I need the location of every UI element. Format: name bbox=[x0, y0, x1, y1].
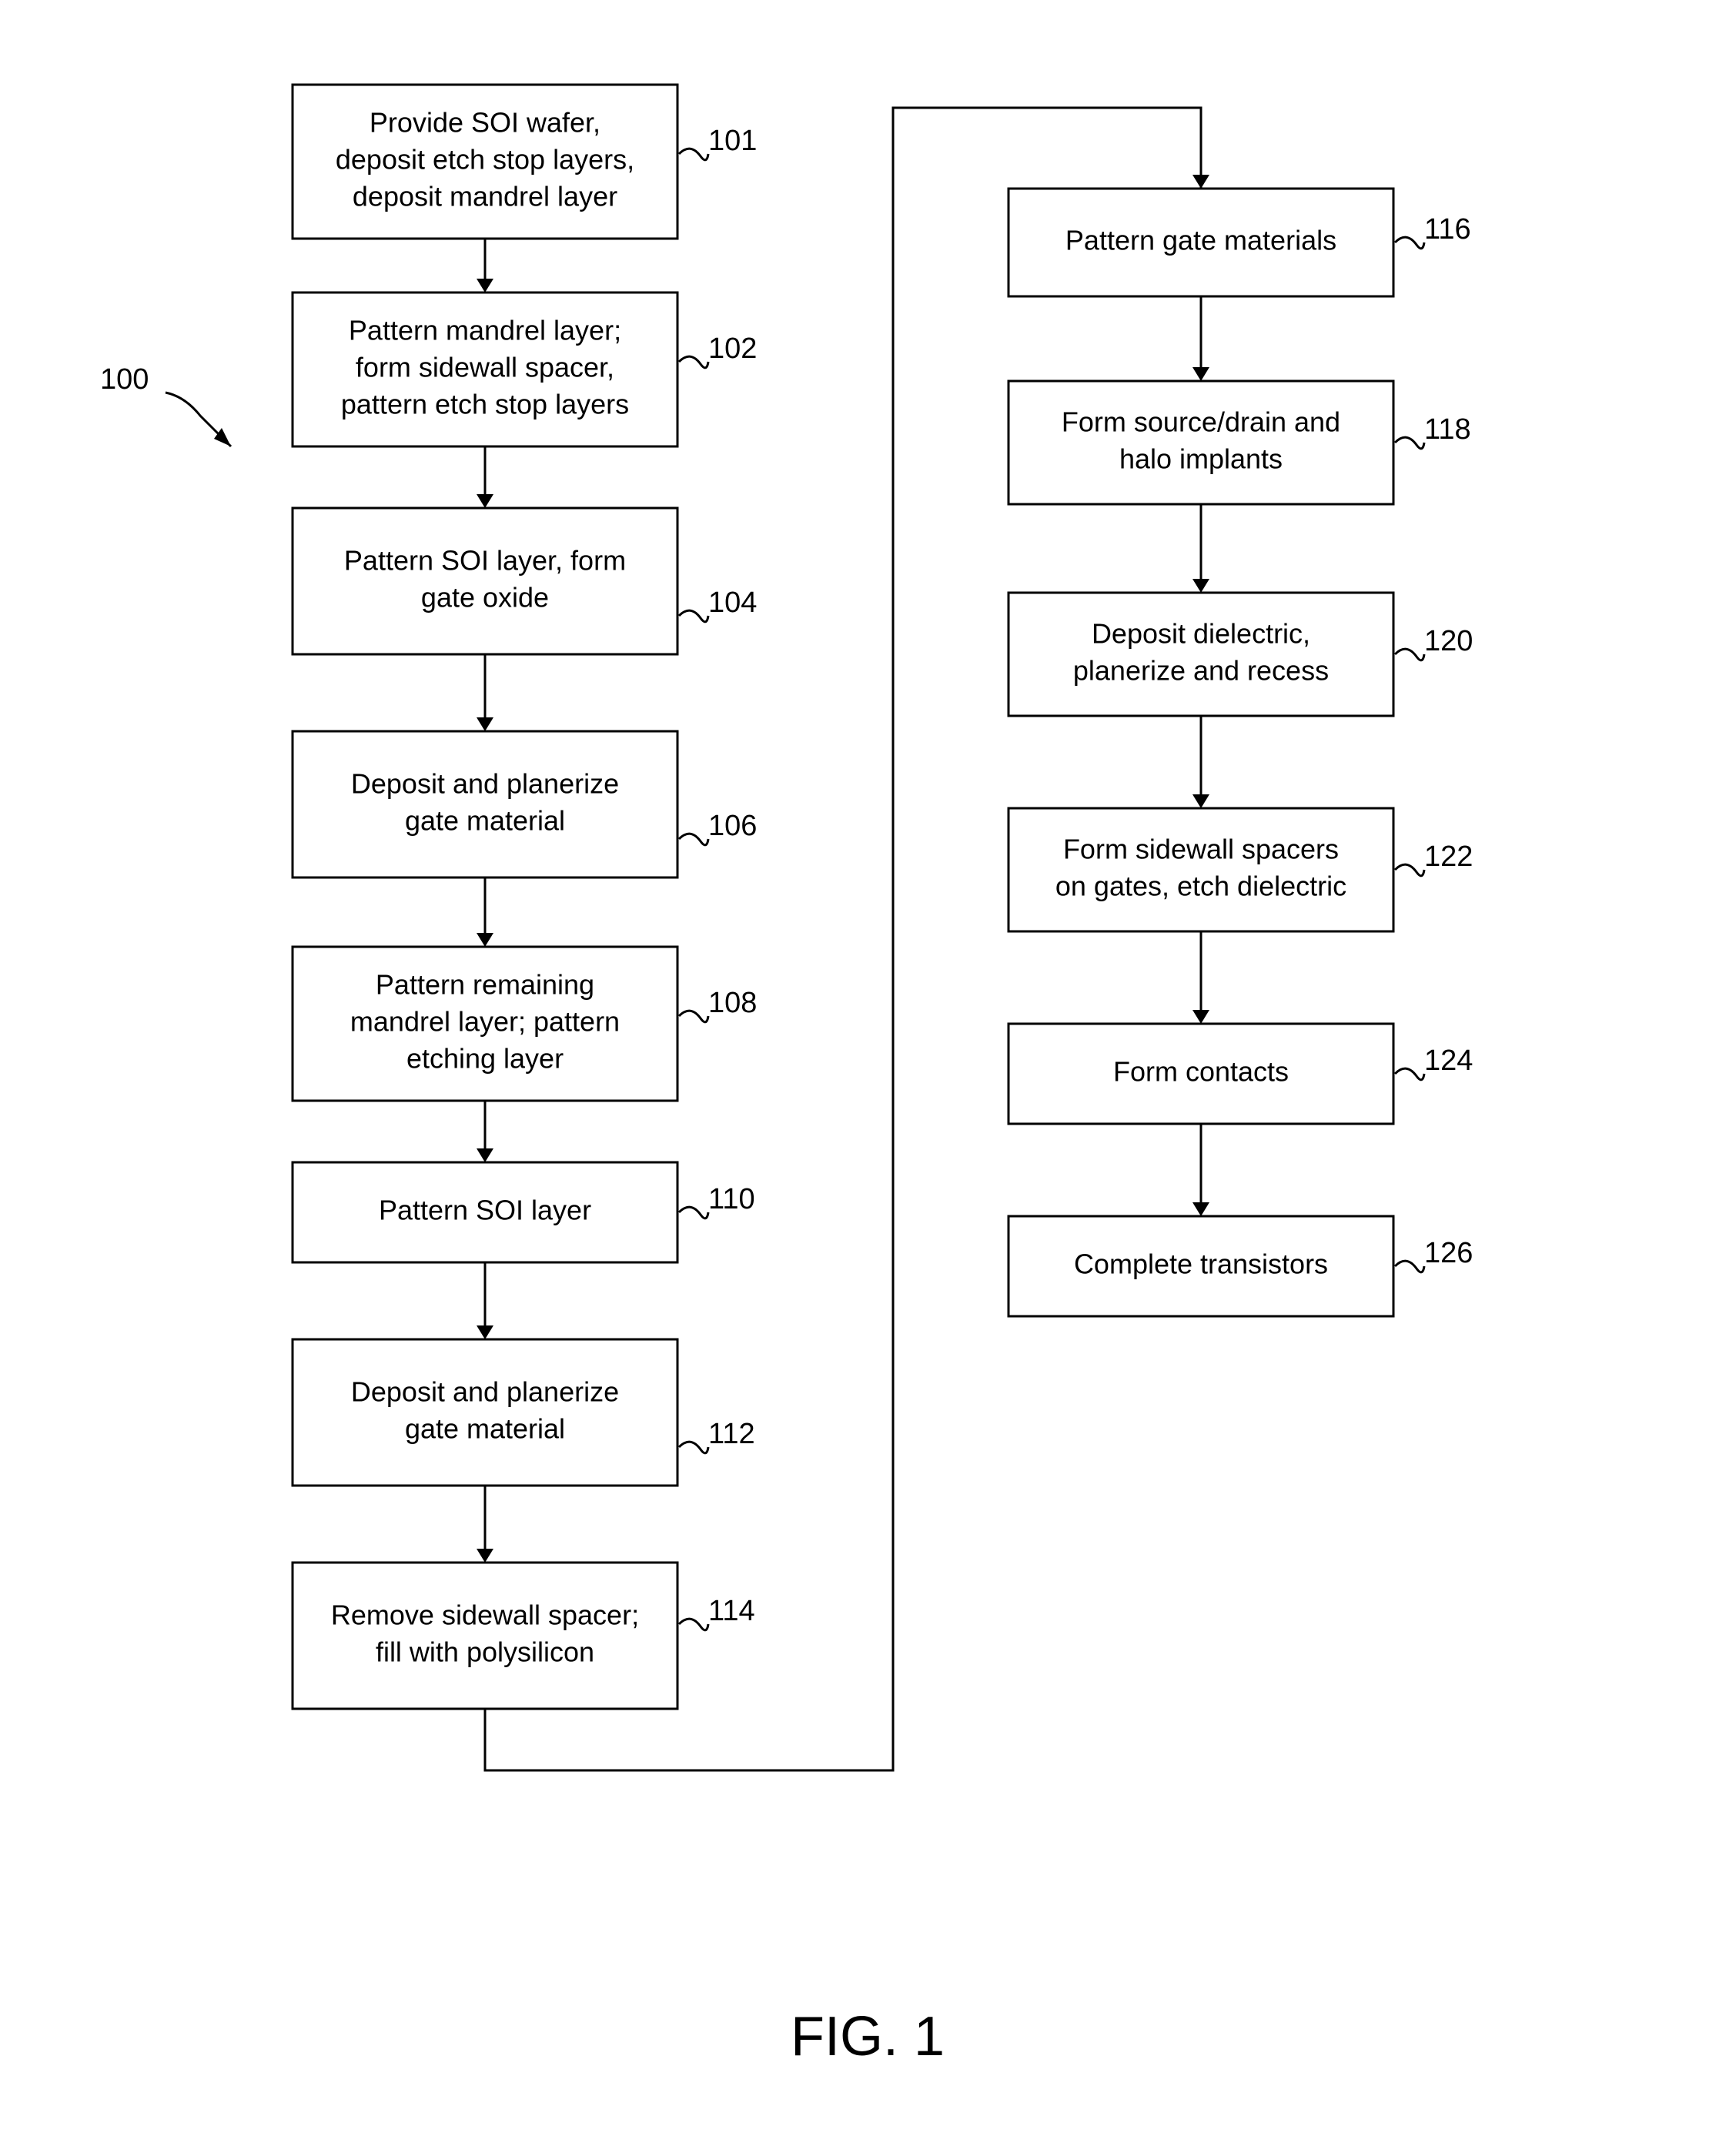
ref-number: 114 bbox=[708, 1595, 755, 1627]
flow-step-text: Form sidewall spacers bbox=[1063, 834, 1339, 865]
flow-step-text: on gates, etch dielectric bbox=[1055, 871, 1346, 902]
flow-step-text: Remove sidewall spacer; bbox=[331, 1599, 639, 1631]
flow-step-112: Deposit and planerize gate material 112 bbox=[293, 1339, 755, 1486]
flow-step-104: Pattern SOI layer, form gate oxide 104 bbox=[293, 508, 757, 654]
ref-number: 110 bbox=[708, 1183, 755, 1215]
flow-step-text: etching layer bbox=[406, 1043, 564, 1075]
ref-number: 101 bbox=[708, 125, 757, 157]
flow-step-120: Deposit dielectric, planerize and recess 1… bbox=[1008, 593, 1473, 716]
flowchart-svg: Provide SOI wafer, deposit etch stop laye… bbox=[0, 0, 1736, 2136]
flow-step-106: Deposit and planerize gate material 106 bbox=[293, 731, 757, 877]
flow-step-text: Pattern SOI layer, form bbox=[344, 545, 626, 577]
flow-step-text: Pattern remaining bbox=[376, 969, 594, 1001]
flow-step-text: Pattern mandrel layer; bbox=[349, 315, 621, 346]
flow-step-text: Deposit and planerize bbox=[351, 1376, 619, 1408]
flow-step-101: Provide SOI wafer, deposit etch stop laye… bbox=[293, 85, 757, 239]
flow-step-text: deposit mandrel layer bbox=[353, 181, 617, 212]
overall-ref: 100 bbox=[100, 363, 149, 396]
flow-step-text: halo implants bbox=[1119, 443, 1283, 475]
flow-step-114: Remove sidewall spacer; fill with polysil… bbox=[293, 1563, 755, 1709]
flow-step-116: Pattern gate materials 116 bbox=[1008, 189, 1471, 296]
flow-step-118: Form source/drain and halo implants 118 bbox=[1008, 381, 1471, 504]
flow-step-text: Deposit and planerize bbox=[351, 768, 619, 800]
flow-step-text: Complete transistors bbox=[1074, 1249, 1328, 1280]
flow-step-text: planerize and recess bbox=[1073, 655, 1329, 687]
ref-number: 122 bbox=[1424, 841, 1473, 873]
flow-step-text: Pattern SOI layer bbox=[379, 1195, 591, 1226]
flow-step-text: Deposit dielectric, bbox=[1092, 618, 1310, 650]
flow-step-text: gate material bbox=[405, 1413, 565, 1445]
ref-number: 126 bbox=[1424, 1237, 1473, 1269]
ref-number: 112 bbox=[708, 1418, 755, 1450]
flow-step-122: Form sidewall spacers on gates, etch diel… bbox=[1008, 808, 1473, 931]
ref-number: 104 bbox=[708, 587, 757, 619]
flow-step-text: gate oxide bbox=[421, 582, 549, 613]
flow-step-126: Complete transistors 126 bbox=[1008, 1216, 1473, 1316]
flow-step-text: form sidewall spacer, bbox=[356, 352, 614, 383]
ref-number: 116 bbox=[1424, 213, 1471, 246]
ref-number: 108 bbox=[708, 987, 757, 1019]
flow-step-text: pattern etch stop layers bbox=[341, 389, 629, 420]
flow-step-text: Pattern gate materials bbox=[1065, 225, 1336, 256]
flow-step-108: Pattern remaining mandrel layer; pattern e… bbox=[293, 947, 757, 1101]
figure-label: FIG. 1 bbox=[791, 2006, 945, 2067]
ref-number: 106 bbox=[708, 810, 757, 842]
flow-step-text: fill with polysilicon bbox=[376, 1636, 594, 1668]
ref-number: 120 bbox=[1424, 625, 1473, 657]
ref-number: 124 bbox=[1424, 1045, 1473, 1077]
flow-step-text: Form contacts bbox=[1113, 1056, 1289, 1088]
flow-step-110: Pattern SOI layer 110 bbox=[293, 1162, 755, 1262]
ref-number: 102 bbox=[708, 333, 757, 365]
flow-step-text: Provide SOI wafer, bbox=[370, 107, 600, 139]
flow-step-124: Form contacts 124 bbox=[1008, 1024, 1473, 1124]
flow-step-text: mandrel layer; pattern bbox=[350, 1006, 620, 1038]
flow-step-text: Form source/drain and bbox=[1062, 406, 1340, 438]
flow-step-text: gate material bbox=[405, 805, 565, 837]
flow-step-text: deposit etch stop layers, bbox=[336, 144, 634, 175]
flow-step-102: Pattern mandrel layer; form sidewall spac… bbox=[293, 292, 757, 446]
ref-number: 118 bbox=[1424, 413, 1471, 446]
